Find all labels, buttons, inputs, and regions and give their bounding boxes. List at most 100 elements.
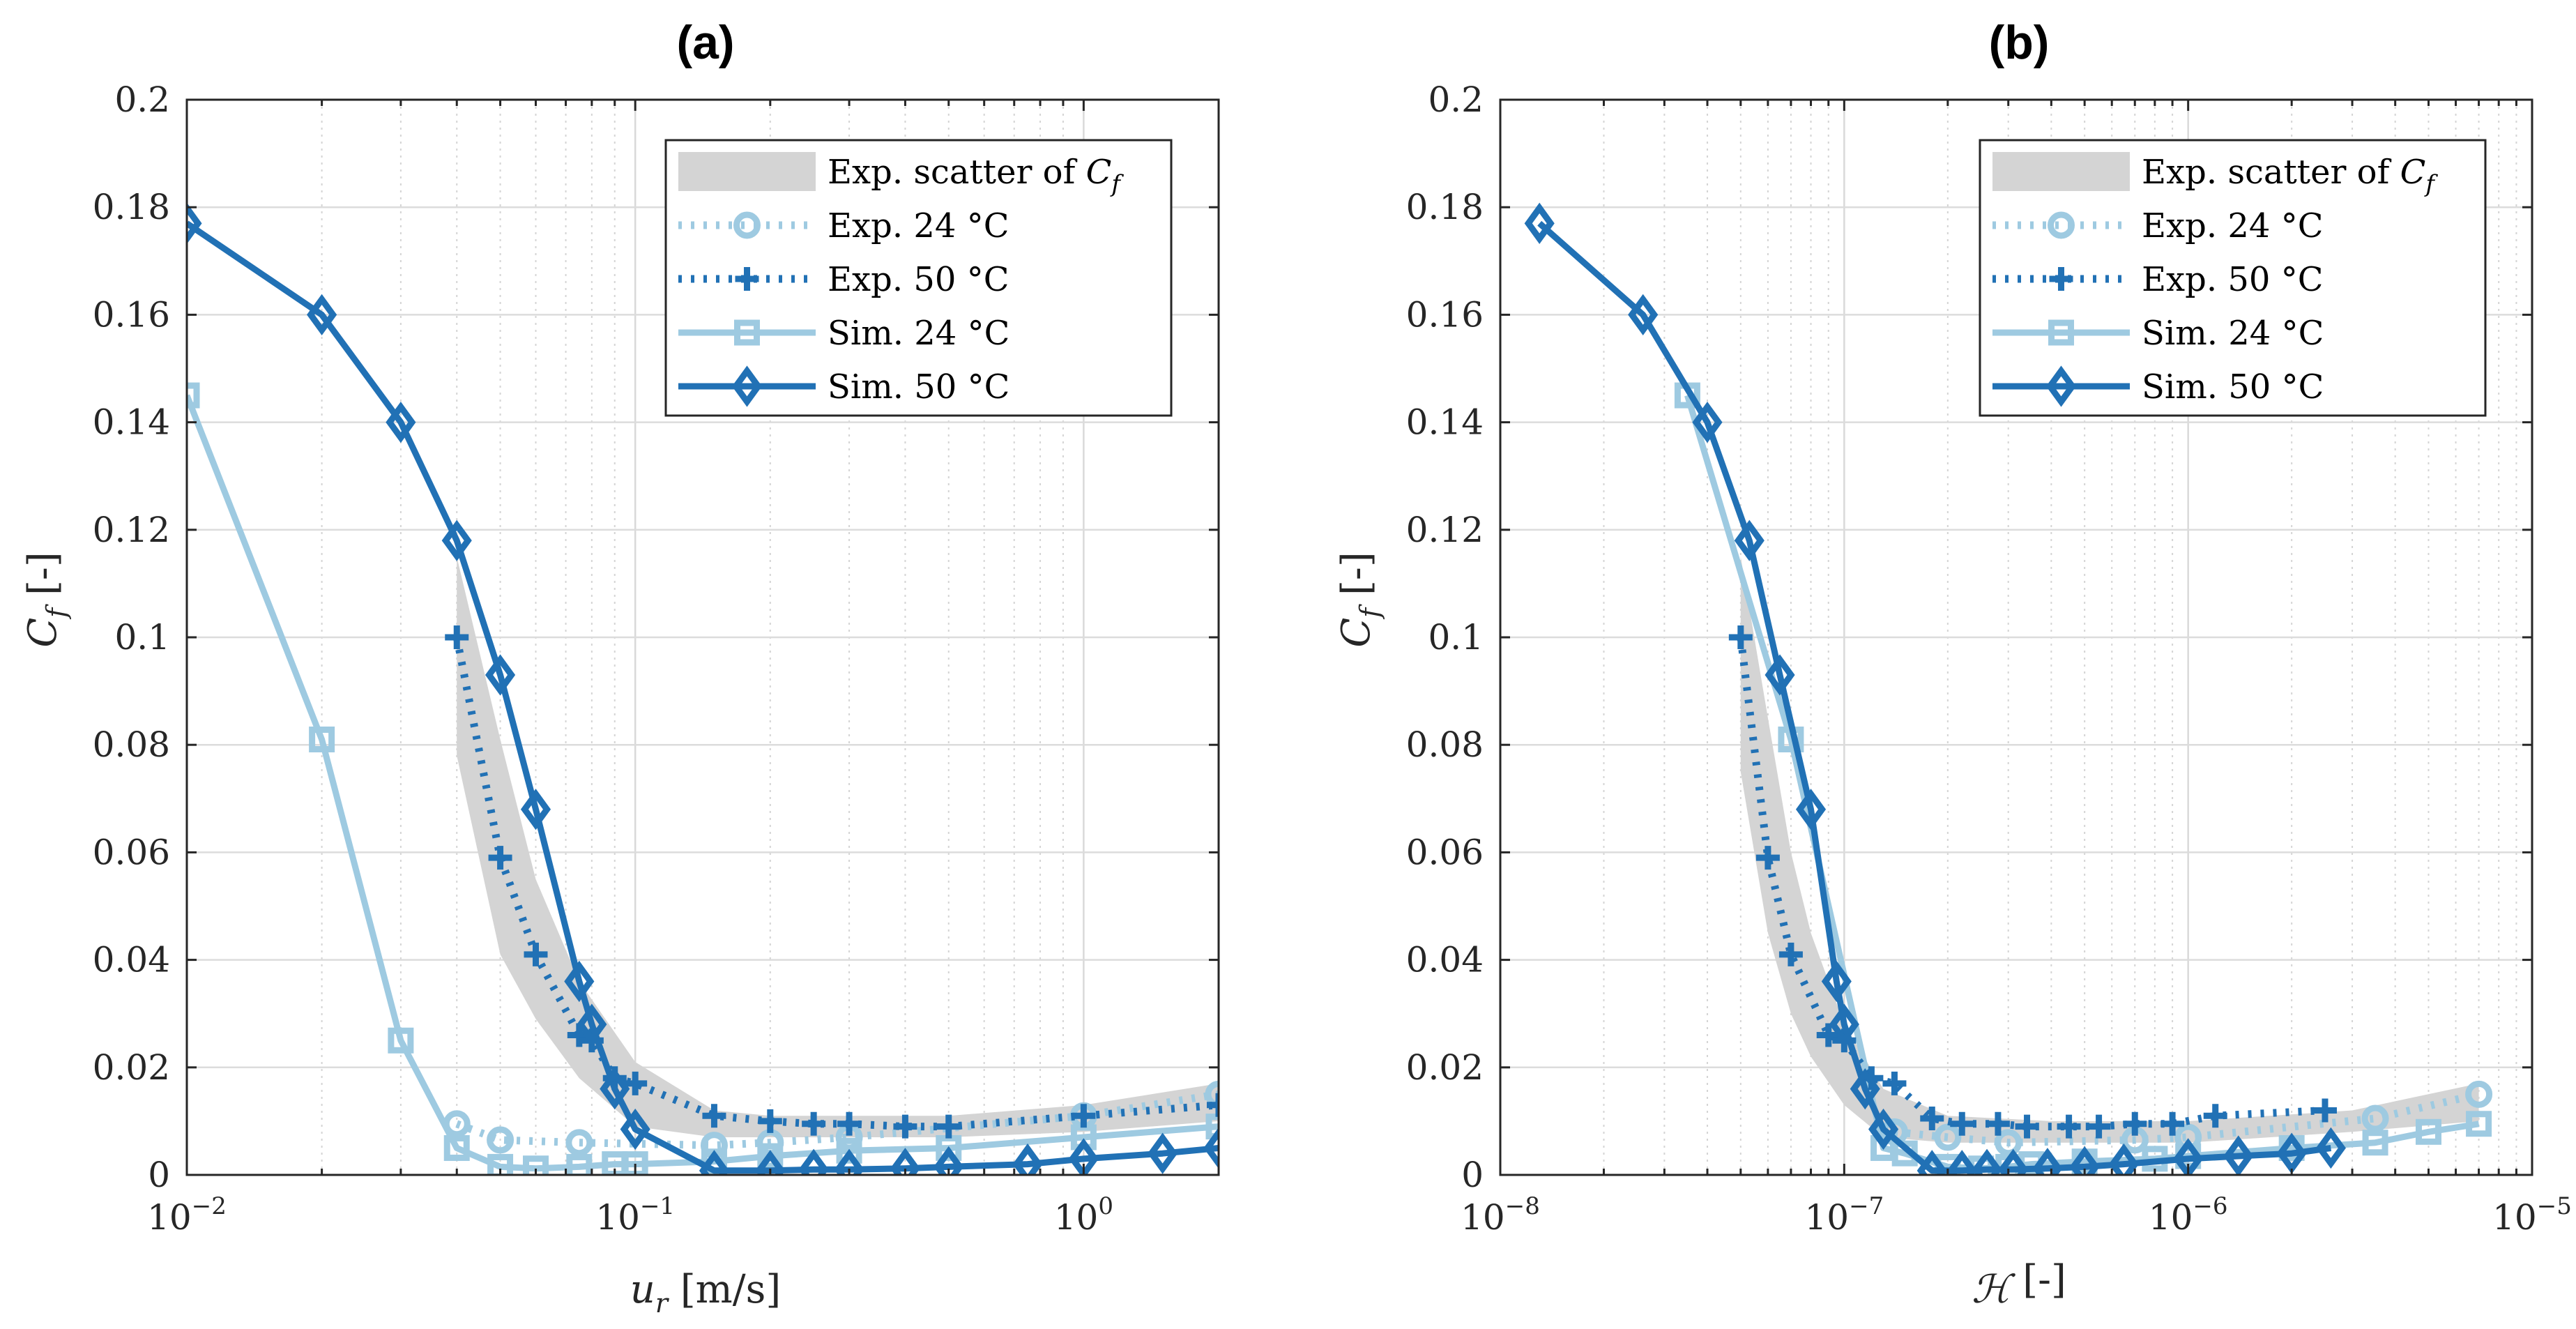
panel-title: (a) bbox=[676, 16, 734, 69]
data-point bbox=[1524, 202, 1555, 244]
x-tick-exponent: −5 bbox=[2537, 1192, 2572, 1220]
x-axis-label: ur [m/s] bbox=[630, 1267, 781, 1319]
legend-label: Exp. 24 °C bbox=[2142, 206, 2323, 245]
data-point bbox=[2312, 1098, 2337, 1123]
x-tick-label: 10−5 bbox=[2492, 1192, 2572, 1238]
data-point bbox=[487, 1153, 514, 1175]
axes: 0 0.02 0.04 0.06 0.08 0.1 0.12 0.14 0.16 0.18 0.2 1… bbox=[1406, 79, 2572, 1238]
data-point bbox=[2160, 1111, 2185, 1136]
y-tick-label: 0.12 bbox=[93, 510, 170, 550]
data-point bbox=[187, 202, 202, 244]
legend-label: Exp. scatter of Cf bbox=[828, 153, 1124, 198]
legend: Exp. scatter of Cf Exp. 24 °C Exp. 50 °C Si… bbox=[1979, 139, 2487, 417]
data-point bbox=[388, 1027, 414, 1054]
x-tick-mantissa: 10 bbox=[2149, 1197, 2193, 1238]
y-tick-label: 0.18 bbox=[1406, 187, 1484, 227]
x-tick-exponent: −8 bbox=[1505, 1192, 1540, 1220]
legend-item-sim50: Sim. 50 °C bbox=[678, 365, 1009, 407]
legend-swatch bbox=[1992, 152, 2130, 191]
x-tick-exponent: −6 bbox=[2193, 1192, 2227, 1220]
data-point bbox=[485, 654, 516, 696]
y-tick-label: 0.08 bbox=[93, 724, 170, 765]
data-point bbox=[564, 960, 595, 1003]
data-point bbox=[565, 1129, 593, 1157]
x-tick-label: 10−8 bbox=[1461, 1192, 1540, 1238]
data-point bbox=[487, 1126, 515, 1154]
data-point bbox=[1972, 1148, 2002, 1175]
panel-a: (a) 0 0.02 0.04 0.06 0.08 0.1 0.12 0.14 0.16 0.18… bbox=[20, 16, 1220, 1319]
legend-item-sim50: Sim. 50 °C bbox=[1992, 365, 2324, 407]
data-point bbox=[2415, 1118, 2441, 1145]
data-point bbox=[1882, 1071, 1907, 1095]
legend-item-scatter: Exp. scatter of Cf bbox=[1992, 152, 2438, 198]
y-tick-label: 0.1 bbox=[114, 617, 170, 658]
data-point bbox=[386, 401, 416, 443]
legend-item-exp24: Exp. 24 °C bbox=[678, 206, 1009, 245]
legend-item-exp50: Exp. 50 °C bbox=[678, 260, 1009, 299]
data-point bbox=[1778, 942, 1803, 966]
data-point bbox=[1207, 1093, 1219, 1117]
x-tick-label: 10−2 bbox=[147, 1192, 227, 1238]
data-point bbox=[936, 1114, 961, 1139]
legend-label-text: Exp. scatter of bbox=[2142, 153, 2400, 192]
legend-label: Sim. 50 °C bbox=[2142, 367, 2324, 407]
y-tick-label: 0.08 bbox=[1406, 724, 1484, 765]
y-tick-label: 0.2 bbox=[1428, 79, 1484, 120]
data-point bbox=[2015, 1114, 2039, 1139]
data-point bbox=[1829, 1003, 1859, 1045]
x-tick-exponent: −2 bbox=[192, 1192, 227, 1220]
data-point bbox=[2315, 1127, 2346, 1169]
panel-b: (b) 0 0.02 0.04 0.06 0.08 0.1 0.12 0.14 0.16 0.18… bbox=[1334, 16, 2572, 1312]
series-sim50 bbox=[1524, 202, 2346, 1175]
y-tick-label: 0.14 bbox=[1406, 402, 1484, 443]
data-point bbox=[757, 1143, 784, 1169]
legend-marker bbox=[734, 319, 760, 346]
legend-label: Exp. 50 °C bbox=[828, 260, 1009, 299]
x-tick-label: 10−7 bbox=[1804, 1192, 1884, 1238]
legend-label: Sim. 50 °C bbox=[828, 367, 1009, 407]
x-tick-mantissa: 10 bbox=[147, 1197, 192, 1238]
data-point bbox=[1205, 1080, 1219, 1108]
legend-marker bbox=[733, 211, 761, 239]
y-tick-label: 0 bbox=[1461, 1155, 1484, 1195]
legend-item-exp24: Exp. 24 °C bbox=[1992, 206, 2323, 245]
data-point bbox=[443, 1134, 470, 1161]
data-point bbox=[1628, 294, 1659, 336]
legend-marker bbox=[2045, 365, 2077, 407]
legend-label-math: C bbox=[1086, 153, 1112, 192]
y-tick-label: 0.12 bbox=[1406, 510, 1484, 550]
axes: 0 0.02 0.04 0.06 0.08 0.1 0.12 0.14 0.16 0.18 0.2 1… bbox=[93, 79, 1220, 1238]
x-tick-label: 10−1 bbox=[595, 1192, 675, 1238]
data-point bbox=[623, 1071, 648, 1095]
data-point bbox=[2108, 1143, 2139, 1175]
data-point bbox=[702, 1104, 726, 1128]
legend-item-sim24: Sim. 24 °C bbox=[678, 314, 1009, 353]
data-point bbox=[445, 625, 469, 649]
y-tick-label: 0 bbox=[148, 1155, 170, 1195]
data-point bbox=[1148, 1132, 1178, 1174]
legend-marker bbox=[731, 365, 763, 407]
data-point bbox=[1072, 1104, 1096, 1128]
x-tick-label: 10−6 bbox=[2149, 1192, 2228, 1238]
data-point bbox=[1203, 1127, 1219, 1169]
data-point bbox=[755, 1150, 786, 1175]
data-point bbox=[933, 1146, 964, 1175]
y-tick-label: 0.04 bbox=[1406, 940, 1484, 980]
x-tick-mantissa: 10 bbox=[595, 1197, 640, 1238]
data-point bbox=[1765, 654, 1795, 696]
series-line bbox=[1537, 220, 2332, 1174]
legend-label: Exp. scatter of Cf bbox=[2142, 153, 2438, 198]
x-tick-label: 100 bbox=[1054, 1192, 1113, 1238]
data-point bbox=[2032, 1148, 2063, 1175]
y-tick-label: 0.06 bbox=[93, 832, 170, 872]
data-point bbox=[566, 1153, 593, 1175]
data-point bbox=[2362, 1130, 2388, 1156]
data-point bbox=[600, 1068, 630, 1110]
y-tick-label: 0.16 bbox=[1406, 294, 1484, 335]
data-point bbox=[1816, 1023, 1840, 1047]
panel-title: (b) bbox=[1989, 16, 2050, 69]
data-point bbox=[524, 942, 548, 966]
data-point bbox=[1850, 1068, 1880, 1110]
data-point bbox=[187, 382, 200, 409]
